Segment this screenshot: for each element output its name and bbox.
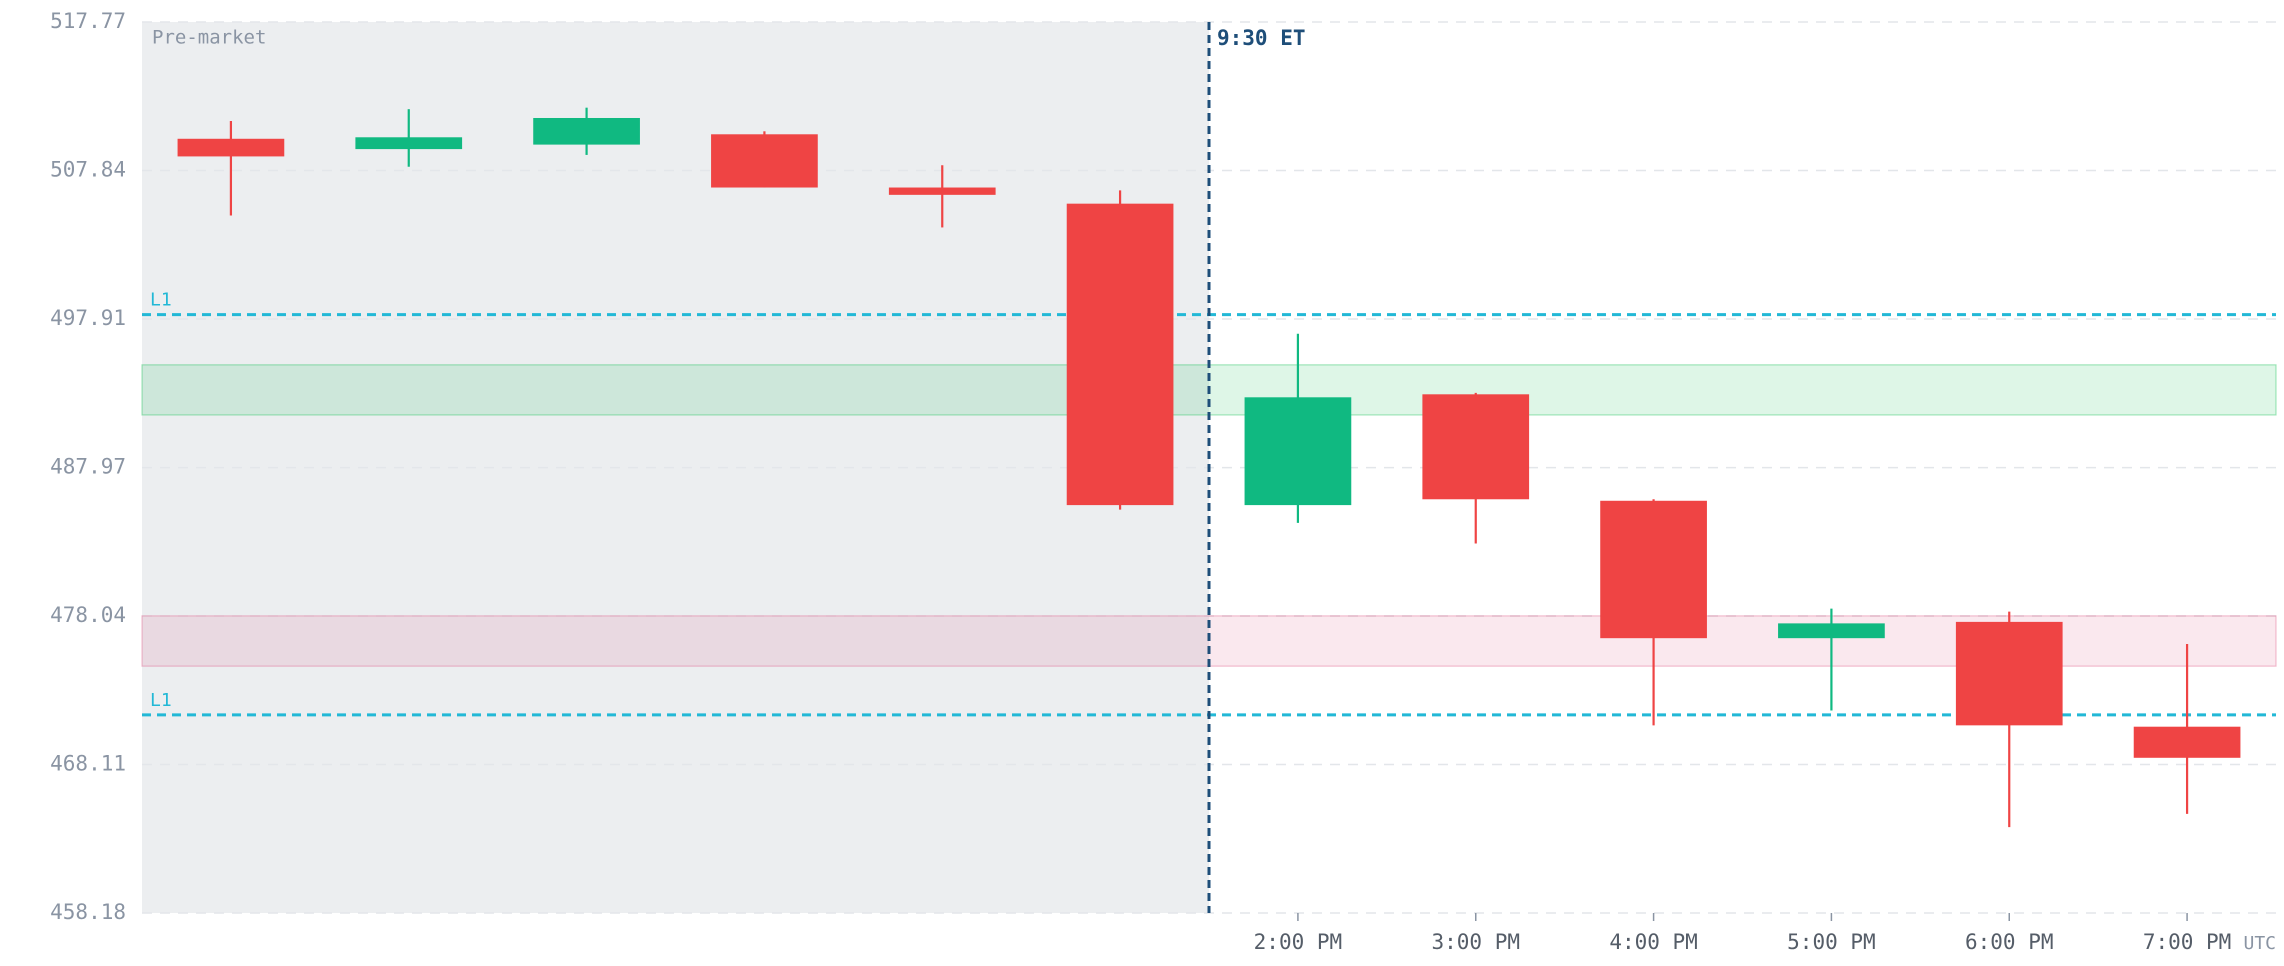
candle-body	[1778, 623, 1885, 639]
y-tick-label: 517.77	[50, 9, 126, 33]
candle-body	[2133, 726, 2241, 758]
x-tick-label: 6:00 PM	[1965, 930, 2054, 954]
y-tick-label: 458.18	[50, 900, 126, 924]
y-tick-label: 468.11	[50, 752, 126, 776]
x-tick-label: 5:00 PM	[1787, 930, 1876, 954]
candle-body	[1244, 397, 1352, 506]
y-tick-label: 497.91	[50, 306, 126, 330]
y-tick-label: 478.04	[50, 603, 126, 627]
y-tick-label: 507.84	[50, 157, 126, 181]
x-tick-label: 2:00 PM	[1254, 930, 1343, 954]
x-unit: UTC	[2243, 933, 2276, 954]
candle-body	[1066, 203, 1174, 506]
candle-body	[1422, 394, 1530, 500]
candle-body	[888, 187, 996, 195]
session-label: 9:30 ET	[1217, 26, 1306, 50]
candle-body	[177, 138, 285, 157]
candle-body	[355, 137, 463, 150]
x-tick-label: 7:00 PM	[2143, 930, 2232, 954]
candle-body	[711, 134, 818, 188]
x-tick-label: 3:00 PM	[1431, 930, 1520, 954]
candle-body	[1955, 621, 2063, 726]
y-tick-label: 487.97	[50, 455, 126, 479]
x-tick-label: 4:00 PM	[1609, 930, 1698, 954]
premarket-label: Pre-market	[152, 27, 266, 49]
level-label: L1	[150, 290, 172, 311]
candle-body	[533, 117, 640, 145]
candle-body	[1600, 500, 1707, 639]
level-label: L1	[150, 690, 172, 711]
